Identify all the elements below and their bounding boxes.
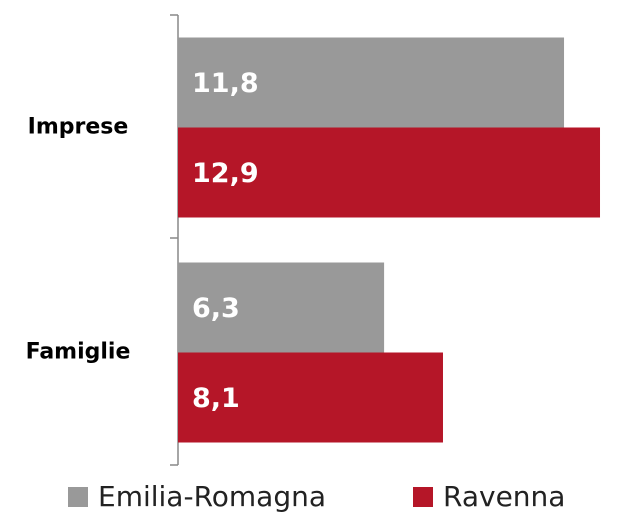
bar <box>178 127 601 218</box>
y-tick-label: Imprese <box>28 115 129 140</box>
bar <box>178 262 385 353</box>
data-label: 12,9 <box>192 158 259 189</box>
legend-label: Ravenna <box>443 480 565 513</box>
data-label: 11,8 <box>192 68 259 99</box>
legend-label: Emilia-Romagna <box>98 480 326 513</box>
bar <box>178 37 565 128</box>
data-label: 8,1 <box>192 383 240 414</box>
bar <box>178 352 443 443</box>
legend-swatch <box>68 487 88 507</box>
legend-swatch <box>413 487 433 507</box>
data-label: 6,3 <box>192 293 240 324</box>
y-tick-label: Famiglie <box>26 340 131 365</box>
